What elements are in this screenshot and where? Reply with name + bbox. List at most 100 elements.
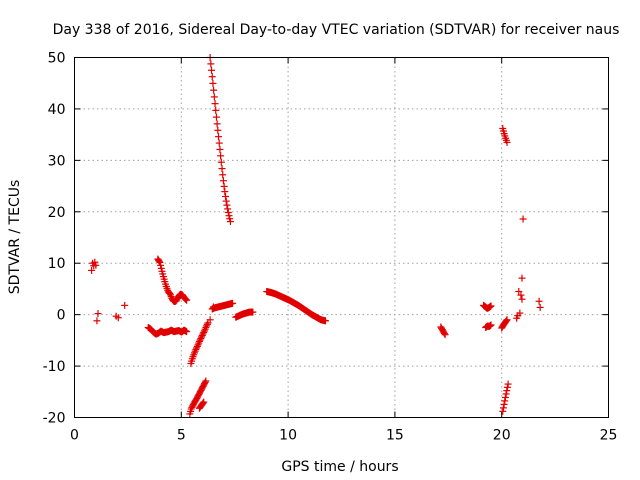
data-point bbox=[504, 380, 512, 388]
data-point bbox=[195, 337, 203, 345]
data-point bbox=[196, 336, 204, 344]
plot-frame bbox=[74, 57, 609, 418]
data-point bbox=[501, 397, 509, 405]
data-points bbox=[88, 54, 544, 418]
data-point bbox=[198, 331, 206, 339]
data-point bbox=[487, 302, 495, 310]
data-point bbox=[217, 152, 225, 160]
data-point bbox=[222, 197, 230, 205]
x-tick-label: 15 bbox=[386, 428, 404, 444]
data-point bbox=[201, 325, 209, 333]
data-point bbox=[221, 188, 229, 196]
data-point bbox=[187, 405, 195, 413]
data-point bbox=[213, 120, 221, 128]
data-point bbox=[219, 177, 227, 185]
y-axis-label: SDTVAR / TECUs bbox=[7, 180, 23, 295]
y-tick-label: 40 bbox=[48, 102, 66, 118]
data-point bbox=[190, 349, 198, 357]
data-point bbox=[441, 331, 449, 339]
x-tick-label: 25 bbox=[600, 428, 618, 444]
data-point bbox=[209, 79, 217, 87]
data-point bbox=[215, 139, 223, 147]
data-point bbox=[183, 296, 191, 304]
data-point bbox=[157, 264, 165, 272]
data-point bbox=[210, 93, 218, 101]
data-point bbox=[199, 399, 207, 407]
data-point bbox=[499, 407, 507, 415]
data-point bbox=[182, 296, 190, 304]
x-tick-label: 20 bbox=[493, 428, 511, 444]
data-point bbox=[166, 290, 174, 298]
data-point bbox=[155, 257, 163, 265]
data-point bbox=[214, 126, 222, 134]
x-tick-label: 0 bbox=[70, 428, 79, 444]
data-point bbox=[121, 301, 129, 309]
data-point bbox=[500, 400, 508, 408]
data-point bbox=[192, 345, 200, 353]
data-point bbox=[191, 347, 199, 355]
y-tick-label: -20 bbox=[43, 411, 66, 427]
y-tick-label: 30 bbox=[48, 153, 66, 169]
data-point bbox=[197, 334, 205, 342]
data-point bbox=[202, 377, 210, 385]
data-point bbox=[215, 133, 223, 141]
data-point bbox=[225, 212, 233, 220]
data-point bbox=[157, 261, 165, 269]
data-point bbox=[503, 138, 511, 146]
grid-lines bbox=[74, 57, 609, 418]
data-point bbox=[216, 145, 224, 153]
data-point bbox=[201, 378, 209, 386]
data-point bbox=[211, 100, 219, 108]
data-point bbox=[181, 295, 189, 303]
data-point bbox=[517, 291, 525, 299]
data-point bbox=[229, 299, 237, 307]
data-point bbox=[223, 201, 231, 209]
data-point bbox=[203, 322, 211, 330]
data-point bbox=[219, 171, 227, 179]
data-point bbox=[202, 324, 210, 331]
axis-ticks bbox=[74, 57, 609, 418]
data-point bbox=[503, 387, 511, 395]
data-point bbox=[503, 383, 511, 391]
data-point bbox=[200, 398, 208, 406]
data-point bbox=[499, 404, 507, 412]
data-point bbox=[193, 342, 201, 350]
x-tick-label: 5 bbox=[177, 428, 186, 444]
data-point bbox=[518, 295, 526, 303]
data-point bbox=[220, 182, 228, 190]
data-point bbox=[502, 390, 510, 398]
y-tick-label: 10 bbox=[48, 256, 66, 272]
data-point bbox=[208, 66, 216, 74]
data-point bbox=[94, 310, 102, 318]
data-point bbox=[217, 158, 225, 166]
tick-labels: 0 5 10 15 20 25 -20 -10 0 10 20 30 40 50 bbox=[43, 51, 618, 444]
data-point bbox=[207, 60, 215, 68]
data-point bbox=[502, 317, 510, 325]
data-point bbox=[206, 316, 214, 324]
data-point bbox=[503, 316, 511, 324]
data-point bbox=[114, 314, 122, 322]
data-point bbox=[91, 258, 99, 266]
data-point bbox=[88, 266, 96, 274]
data-point bbox=[210, 86, 218, 94]
data-point bbox=[515, 288, 523, 295]
data-point bbox=[518, 274, 526, 282]
x-tick-label: 10 bbox=[279, 428, 297, 444]
data-point bbox=[208, 73, 216, 81]
data-point bbox=[156, 258, 164, 266]
y-tick-label: 20 bbox=[48, 205, 66, 221]
data-point bbox=[321, 317, 329, 325]
data-point bbox=[536, 303, 544, 311]
data-point bbox=[487, 321, 495, 329]
chart-title: Day 338 of 2016, Sidereal Day-to-day VTE… bbox=[53, 22, 620, 38]
data-point bbox=[224, 205, 232, 213]
data-point bbox=[212, 113, 220, 121]
data-point bbox=[516, 309, 524, 317]
y-tick-label: 50 bbox=[48, 51, 66, 67]
y-tick-label: 0 bbox=[57, 308, 66, 324]
data-point bbox=[222, 192, 230, 200]
data-point bbox=[193, 344, 201, 352]
data-point bbox=[194, 341, 202, 349]
x-axis-label: GPS time / hours bbox=[281, 459, 398, 475]
